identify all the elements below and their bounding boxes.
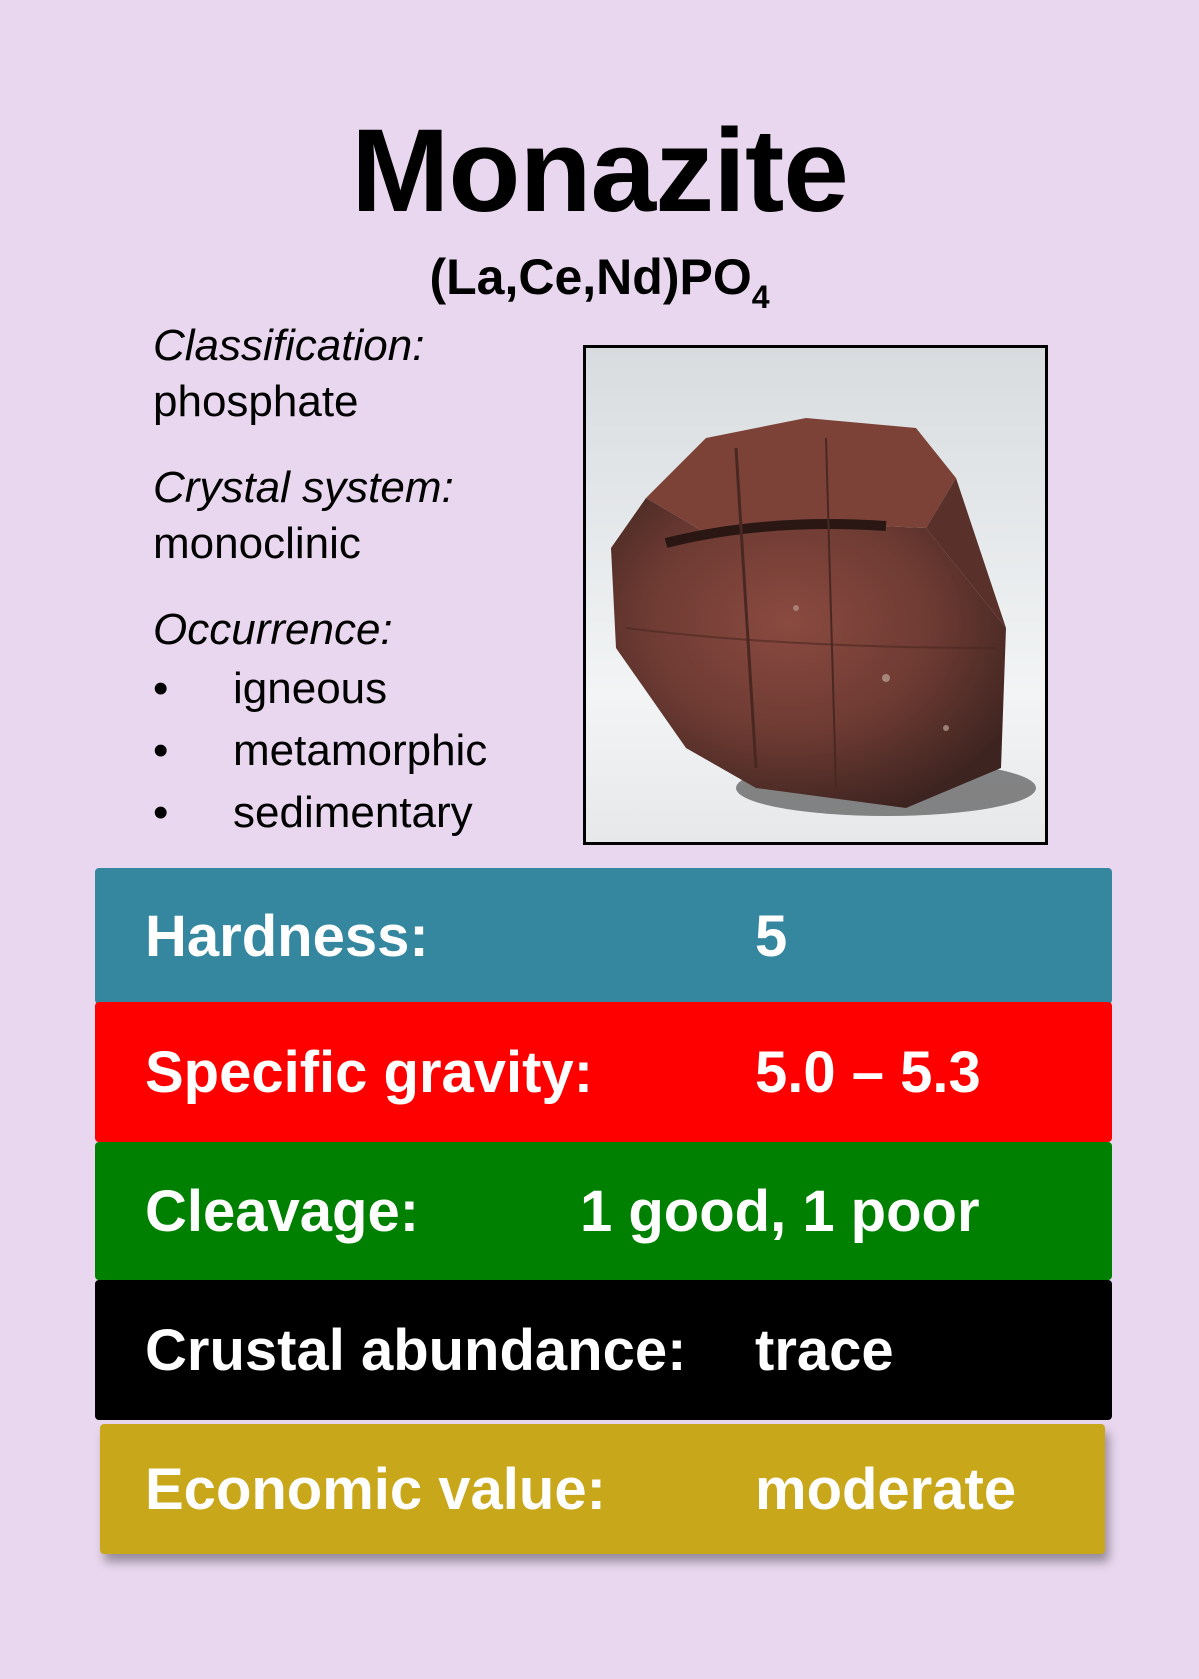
economic-value-label: Economic value:: [145, 1456, 606, 1522]
specimen-photo: [583, 345, 1048, 845]
occurrence-list: • igneous • metamorphic • sedimentary: [153, 658, 573, 844]
mineral-name: Monazite: [351, 105, 849, 237]
bullet-icon: •: [153, 664, 169, 713]
list-item: • metamorphic: [153, 720, 573, 782]
specific-gravity-label: Specific gravity:: [145, 1039, 594, 1105]
crustal-abundance-label: Crustal abundance:: [145, 1317, 687, 1383]
hardness-label: Hardness:: [145, 903, 429, 969]
occurrence-label: Occurrence:: [153, 605, 393, 654]
economic-value-row: Economic value: moderate: [100, 1424, 1105, 1554]
list-item: • igneous: [153, 658, 573, 720]
bullet-icon: •: [153, 726, 169, 775]
crustal-abundance-row: Crustal abundance: trace: [95, 1280, 1112, 1420]
cleavage-label: Cleavage:: [145, 1178, 420, 1244]
cleavage-row: Cleavage: 1 good, 1 poor: [95, 1142, 1112, 1280]
chemical-formula: (La,Ce,Nd)PO4: [0, 249, 1199, 313]
occurrence-item: igneous: [233, 664, 388, 713]
formula-subscript: 4: [751, 279, 770, 315]
crustal-abundance-value: trace: [755, 1317, 894, 1383]
info-panel: Classification: phosphate Crystal system…: [153, 318, 573, 844]
bullet-icon: •: [153, 788, 169, 837]
classification-value: phosphate: [153, 377, 359, 426]
hardness-row: Hardness: 5: [95, 868, 1112, 1004]
economic-value-value: moderate: [755, 1456, 1017, 1522]
crystal-system-value: monoclinic: [153, 519, 361, 568]
list-item: • sedimentary: [153, 782, 573, 844]
cleavage-value: 1 good, 1 poor: [580, 1178, 980, 1244]
formula-main: (La,Ce,Nd)PO: [429, 249, 752, 305]
crystal-system-label: Crystal system:: [153, 463, 454, 512]
specific-gravity-row: Specific gravity: 5.0 – 5.3: [95, 1002, 1112, 1142]
occurrence-item: sedimentary: [233, 788, 473, 837]
specific-gravity-value: 5.0 – 5.3: [755, 1039, 981, 1105]
hardness-value: 5: [755, 903, 788, 969]
specimen-image: [611, 418, 1036, 816]
classification-label: Classification:: [153, 321, 425, 370]
occurrence-item: metamorphic: [233, 726, 488, 775]
